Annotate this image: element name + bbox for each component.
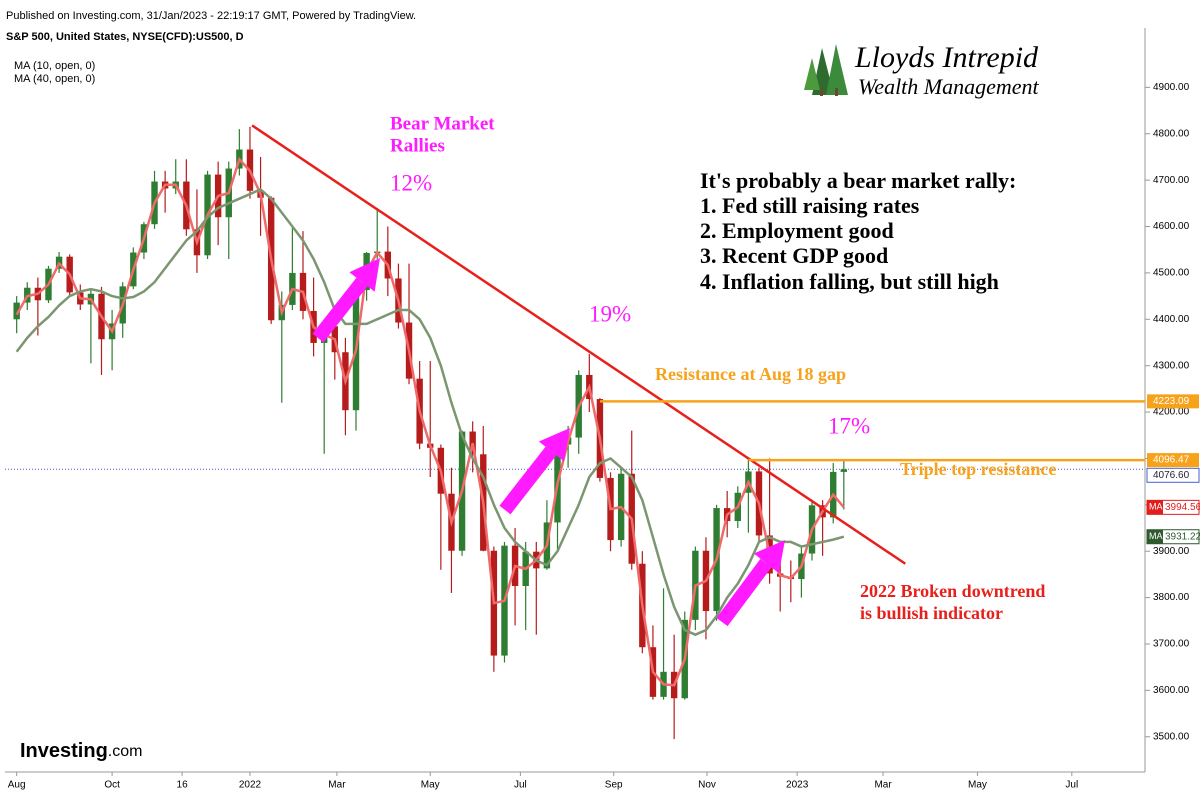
logo-trees [804, 44, 848, 96]
ma-value-label: 3931.22 [1165, 531, 1200, 542]
annotation: 2022 Broken downtrend [860, 581, 1045, 601]
ma-line [15, 187, 845, 637]
logo-line1: Lloyds Intrepid [854, 41, 1039, 74]
annotation: 17% [828, 413, 870, 438]
x-tick-label: Oct [104, 780, 120, 791]
y-tick-label: 3900.00 [1153, 546, 1190, 557]
x-tick-label: Sep [605, 780, 623, 791]
legend-entry: MA (40, open, 0) [14, 73, 95, 85]
x-tick-label: Mar [328, 780, 346, 791]
annotation: 4. Inflation falling, but still high [700, 269, 999, 294]
annotation: 19% [589, 301, 631, 326]
chart-title: S&P 500, United States, NYSE(CFD):US500,… [6, 31, 244, 43]
candle-body [13, 302, 20, 320]
y-tick-label: 4300.00 [1153, 360, 1190, 371]
annotation: 12% [390, 170, 432, 195]
y-tick-label: 3500.00 [1153, 731, 1190, 742]
x-tick-label: Nov [698, 780, 716, 791]
price-label-box [1147, 394, 1199, 409]
ma-value-label: 3994.56 [1165, 502, 1200, 513]
x-tick-label: Aug [8, 780, 26, 791]
ma-box-tag [1147, 500, 1163, 515]
annotation: Resistance at Aug 18 gap [655, 364, 846, 384]
annotation: 1. Fed still raising rates [700, 193, 920, 218]
y-tick-label: 4500.00 [1153, 268, 1190, 279]
annotation: It's probably a bear market rally: [700, 168, 1016, 193]
trendline [251, 124, 907, 565]
price-label: 4076.60 [1153, 470, 1190, 481]
x-tick-label: Mar [874, 780, 892, 791]
y-tick-label: 3700.00 [1153, 639, 1190, 650]
x-tick-label: Jul [1065, 780, 1078, 791]
annotation: Rallies [390, 135, 445, 156]
watermark: Investing.com [20, 740, 142, 762]
y-tick-label: 4600.00 [1153, 221, 1190, 232]
rally-arrows [312, 258, 785, 627]
annotation: 3. Recent GDP good [700, 243, 888, 268]
header: Published on Investing.com, 31/Jan/2023 … [6, 10, 416, 22]
ma-box-tag [1147, 529, 1163, 544]
y-tick-label: 4800.00 [1153, 128, 1190, 139]
price-label: 4096.47 [1153, 455, 1190, 466]
y-tick-label: 4900.00 [1153, 82, 1190, 93]
annotation: is bullish indicator [860, 603, 1003, 623]
watermark-suffix: .com [108, 743, 143, 760]
y-tick-label: 4200.00 [1153, 407, 1190, 418]
annotation: Bear Market [390, 113, 495, 134]
x-tick-label: Jul [514, 780, 527, 791]
x-tick-label: May [421, 780, 440, 791]
x-tick-label: May [968, 780, 987, 791]
y-tick-label: 4400.00 [1153, 314, 1190, 325]
plot: 3500.003600.003700.003800.003900.004000.… [5, 60, 1200, 791]
logo-line2: Wealth Management [858, 74, 1040, 99]
price-label-box [1147, 453, 1199, 468]
ma-box-tag-label: MA [1149, 531, 1163, 541]
annotation: Triple top resistance [900, 459, 1056, 479]
y-tick-label: 4700.00 [1153, 175, 1190, 186]
y-tick-label: 3600.00 [1153, 685, 1190, 696]
y-tick-label: 3800.00 [1153, 592, 1190, 603]
x-tick-label: 2023 [786, 780, 809, 791]
candle-body [840, 469, 848, 472]
ma-box-tag-label: MA [1149, 502, 1163, 512]
price-label: 4223.09 [1153, 396, 1190, 407]
legend-entry: MA (10, open, 0) [14, 60, 95, 72]
watermark-brand: Investing [20, 740, 108, 762]
x-tick-label: 2022 [239, 780, 262, 791]
price-label-box [1146, 467, 1200, 483]
x-tick-label: 16 [177, 780, 189, 791]
ma-line [15, 156, 845, 687]
annotation: 2. Employment good [700, 218, 894, 243]
